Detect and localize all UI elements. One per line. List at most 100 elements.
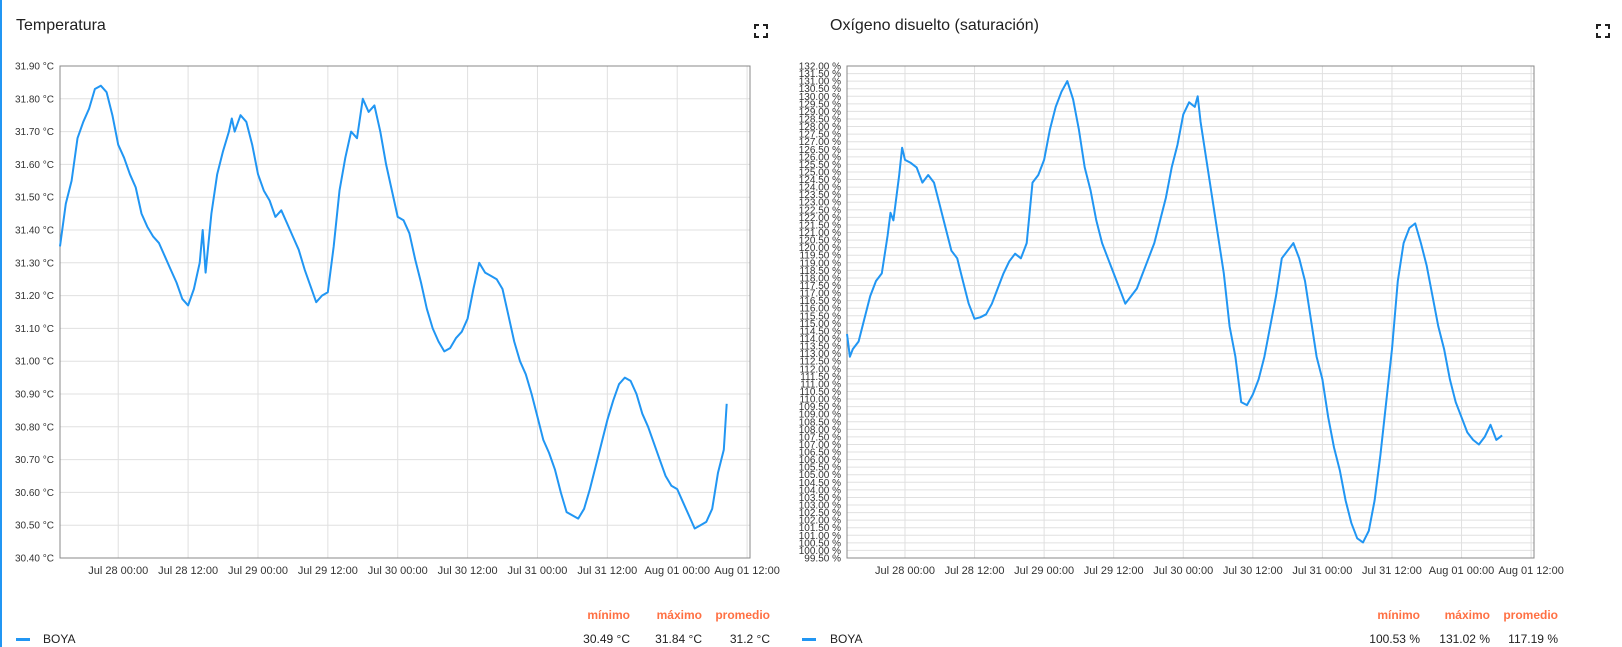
y-tick-label: 115.50 % (799, 311, 841, 322)
y-tick-label: 116.50 % (799, 296, 841, 307)
x-tick-label: Jul 30 00:00 (368, 565, 428, 577)
stat-value-avg: 31.2 °C (729, 632, 770, 646)
y-tick-label: 111.00 % (800, 379, 841, 390)
y-tick-label: 30.40 °C (15, 554, 54, 565)
y-tick-label: 31.20 °C (15, 291, 54, 302)
y-tick-label: 132.00 % (799, 62, 841, 73)
y-tick-label: 115.00 % (799, 319, 841, 330)
x-tick-label: Aug 01 12:00 (714, 565, 779, 577)
y-tick-label: 114.00 % (799, 334, 841, 345)
stat-header-max: máximo (656, 608, 702, 622)
plot-area-frame (846, 65, 1535, 559)
y-tick-label: 128.50 % (799, 114, 841, 125)
stat-value-max: 31.84 °C (655, 632, 702, 646)
y-tick-label: 119.00 % (799, 258, 841, 269)
y-tick-label: 30.50 °C (15, 521, 54, 532)
y-tick-label: 30.60 °C (15, 488, 54, 499)
stat-value-min: 30.49 °C (583, 632, 630, 646)
y-tick-label: 111.50 % (800, 372, 841, 383)
series-line[interactable] (846, 80, 1503, 544)
fullscreen-icon[interactable] (754, 24, 768, 38)
y-tick-label: 122.00 % (799, 213, 841, 224)
y-tick-label: 118.00 % (799, 273, 841, 284)
y-tick-label: 129.00 % (799, 107, 841, 118)
x-tick-label: Jul 28 00:00 (875, 565, 935, 577)
y-tick-label: 31.80 °C (15, 94, 54, 105)
stat-header-max: máximo (1444, 608, 1490, 622)
y-tick-label: 30.90 °C (15, 390, 54, 401)
stat-header-avg: promedio (1503, 608, 1558, 622)
y-tick-label: 108.50 % (799, 417, 841, 428)
y-tick-label: 31.40 °C (15, 226, 54, 237)
y-tick-label: 103.50 % (799, 493, 841, 504)
legend-series-name[interactable]: BOYA (830, 632, 863, 646)
y-tick-label: 31.90 °C (15, 62, 54, 73)
y-tick-label: 129.50 % (799, 99, 841, 110)
y-tick-label: 110.00 % (799, 395, 841, 406)
y-tick-label: 125.00 % (799, 167, 841, 178)
oxygen-chart: 99.50 %100.00 %100.50 %101.00 %101.50 %1… (799, 62, 1564, 578)
y-tick-label: 31.30 °C (15, 258, 54, 269)
y-tick-label: 104.50 % (799, 478, 841, 489)
y-tick-label: 110.50 % (799, 387, 841, 398)
y-tick-label: 105.00 % (799, 470, 841, 481)
y-tick-label: 128.00 % (799, 122, 841, 133)
y-tick-label: 107.00 % (799, 440, 841, 451)
y-tick-label: 123.50 % (799, 190, 841, 201)
y-tick-label: 125.50 % (799, 160, 841, 171)
temperature-chart-title: Temperatura (16, 17, 106, 34)
y-tick-label: 99.50 % (804, 554, 841, 565)
stat-header-min: mínimo (1377, 608, 1420, 622)
y-tick-label: 108.00 % (799, 425, 841, 436)
y-tick-label: 127.00 % (799, 137, 841, 148)
y-tick-label: 114.50 % (799, 326, 841, 337)
y-tick-label: 109.50 % (799, 402, 841, 413)
y-tick-label: 121.50 % (799, 220, 841, 231)
y-tick-label: 118.50 % (799, 266, 841, 277)
y-tick-label: 100.00 % (799, 546, 841, 557)
y-tick-label: 116.00 % (799, 304, 841, 315)
y-tick-label: 126.50 % (799, 145, 841, 156)
fullscreen-icon[interactable] (1596, 24, 1610, 38)
y-tick-label: 123.00 % (799, 198, 841, 209)
x-tick-label: Jul 29 12:00 (1084, 565, 1144, 577)
x-tick-label: Jul 29 00:00 (228, 565, 288, 577)
stat-value-min: 100.53 % (1369, 632, 1420, 646)
y-tick-label: 126.00 % (799, 152, 841, 163)
x-tick-label: Jul 28 00:00 (88, 565, 148, 577)
stat-header-min: mínimo (587, 608, 630, 622)
legend-swatch (802, 638, 816, 641)
y-tick-label: 109.00 % (799, 410, 841, 421)
y-tick-label: 102.00 % (799, 516, 841, 527)
y-tick-label: 104.00 % (799, 485, 841, 496)
temperature-chart: 30.40 °C 30.50 °C 30.60 °C 30.70 °C 30.80 °C… (15, 62, 780, 578)
legend-swatch (16, 638, 30, 641)
y-tick-label: 31.00 °C (15, 357, 54, 368)
y-tick-label: 105.50 % (799, 463, 841, 474)
x-tick-label: Aug 01 00:00 (1429, 565, 1494, 577)
y-tick-label: 117.00 % (799, 289, 841, 300)
x-tick-label: Jul 29 00:00 (1014, 565, 1074, 577)
y-tick-label: 113.50 % (799, 342, 841, 353)
x-tick-label: Jul 31 00:00 (507, 565, 567, 577)
y-tick-label: 101.00 % (799, 531, 841, 542)
y-tick-label: 122.50 % (799, 205, 841, 216)
y-tick-label: 131.50 % (799, 69, 841, 80)
y-tick-label: 102.50 % (799, 508, 841, 519)
x-tick-label: Jul 31 00:00 (1292, 565, 1352, 577)
x-tick-label: Jul 30 12:00 (438, 565, 498, 577)
y-tick-label: 127.50 % (799, 130, 841, 141)
stat-value-max: 131.02 % (1439, 632, 1490, 646)
y-tick-label: 124.00 % (799, 183, 841, 194)
y-tick-label: 120.50 % (799, 236, 841, 247)
y-tick-label: 119.50 % (799, 251, 841, 262)
legend-series-name[interactable]: BOYA (43, 632, 76, 646)
y-tick-label: 30.80 °C (15, 422, 54, 433)
y-tick-label: 107.50 % (799, 432, 841, 443)
y-tick-label: 106.50 % (799, 448, 841, 459)
y-tick-label: 31.70 °C (15, 127, 54, 138)
y-tick-label: 124.50 % (799, 175, 841, 186)
series-line[interactable] (59, 84, 728, 530)
y-tick-label: 101.50 % (799, 523, 841, 534)
x-tick-label: Jul 28 12:00 (945, 565, 1005, 577)
